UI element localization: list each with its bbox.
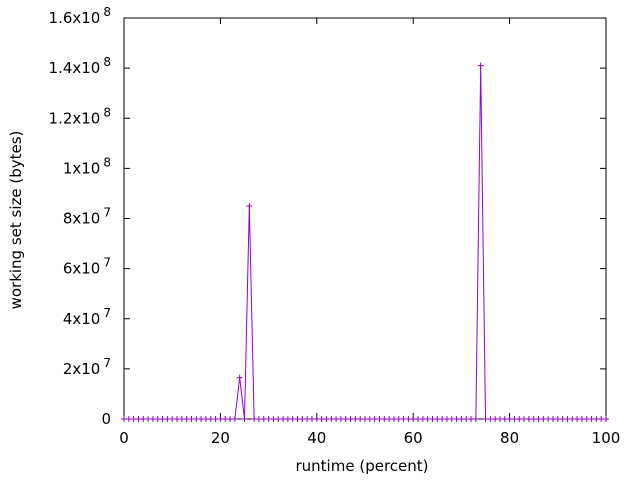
data-point-marker xyxy=(231,416,238,422)
y-tick-label: 2x10 7 xyxy=(63,356,111,378)
series-group xyxy=(121,62,609,422)
y-tick-mantissa: 8x10 xyxy=(63,210,101,228)
y-tick-exponent: 7 xyxy=(103,356,111,370)
y-tick-label: 0 xyxy=(101,410,111,428)
data-point-marker xyxy=(477,62,484,69)
y-tick-mantissa: 1x10 xyxy=(63,159,101,177)
y-tick-exponent: 7 xyxy=(103,306,111,320)
y-tick-mantissa: 2x10 xyxy=(63,360,101,378)
y-tick-exponent: 7 xyxy=(103,206,111,220)
data-point-marker xyxy=(246,202,253,209)
y-tick-label: 1.6x10 8 xyxy=(49,5,111,27)
data-point-marker xyxy=(472,416,479,422)
y-tick-label: 6x10 7 xyxy=(63,256,111,278)
x-axis-title: runtime (percent) xyxy=(296,457,429,475)
y-tick-exponent: 7 xyxy=(103,256,111,270)
y-tick-exponent: 8 xyxy=(103,105,111,119)
x-tick-label: 80 xyxy=(500,429,519,447)
x-tick-label: 100 xyxy=(592,429,621,447)
y-tick-exponent: 8 xyxy=(103,155,111,169)
y-tick-label: 1.4x10 8 xyxy=(49,55,111,77)
y-tick-exponent: 8 xyxy=(103,5,111,19)
data-point-marker xyxy=(236,374,243,381)
x-tick-label: 40 xyxy=(307,429,326,447)
y-tick-label: 1.2x10 8 xyxy=(49,105,111,127)
data-point-marker xyxy=(241,416,248,422)
y-tick-mantissa: 6x10 xyxy=(63,260,101,278)
x-axis-ticks: 0 20 40 60 80 100 xyxy=(119,18,620,447)
plot-frame xyxy=(123,17,607,420)
x-tick-label: 60 xyxy=(404,429,423,447)
data-point-marker xyxy=(603,416,609,422)
x-tick-label: 0 xyxy=(119,429,129,447)
y-tick-mantissa: 1.4x10 xyxy=(49,59,101,77)
y-tick-label: 8x10 7 xyxy=(63,206,111,228)
x-tick-label: 20 xyxy=(211,429,230,447)
y-tick-mantissa: 0 xyxy=(101,410,111,428)
y-axis-title: working set size (bytes) xyxy=(7,131,25,310)
y-tick-exponent: 8 xyxy=(103,55,111,69)
y-tick-mantissa: 4x10 xyxy=(63,310,101,328)
y-tick-label: 1x10 8 xyxy=(63,155,111,177)
y-tick-mantissa: 1.6x10 xyxy=(49,9,101,27)
y-tick-mantissa: 1.2x10 xyxy=(49,109,101,127)
series-line xyxy=(124,65,606,420)
y-tick-label: 4x10 7 xyxy=(63,306,111,328)
